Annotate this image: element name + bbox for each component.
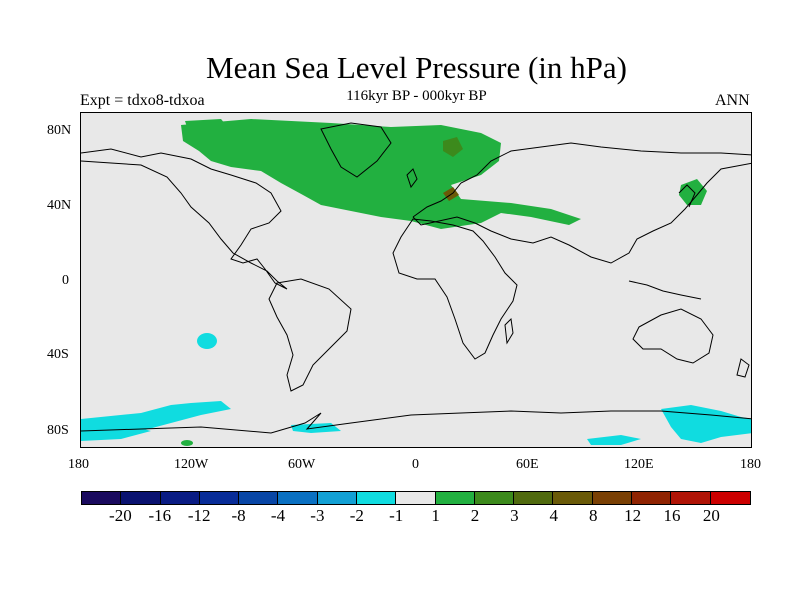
colorbar-label: -1 bbox=[389, 506, 404, 525]
colorbar-label: -2 bbox=[349, 506, 364, 525]
colorbar-swatch bbox=[474, 492, 515, 504]
colorbar-swatch bbox=[317, 492, 357, 504]
negative-anomaly-south-pacific-blob bbox=[197, 333, 217, 349]
negative-anomaly-antarctic-indian bbox=[587, 435, 641, 445]
colorbar-swatch bbox=[671, 492, 711, 504]
colorbar-label: -16 bbox=[148, 506, 172, 525]
chart-subtitle: 116kyr BP - 000kyr BP bbox=[346, 88, 487, 104]
colorbar-label: 8 bbox=[588, 506, 598, 525]
lat-label-40n: 40N bbox=[47, 198, 72, 213]
lon-label-120e: 120E bbox=[624, 457, 654, 472]
colorbar-swatch bbox=[435, 492, 475, 504]
colorbar bbox=[81, 491, 751, 505]
colorbar-swatch bbox=[553, 492, 593, 504]
colorbar-label: 4 bbox=[549, 506, 559, 525]
positive-anomaly-dark-scandinavia bbox=[443, 137, 463, 157]
lon-label-180e: 180 bbox=[740, 457, 761, 472]
colorbar-swatch bbox=[160, 492, 200, 504]
colorbar-label: 1 bbox=[431, 506, 440, 525]
lat-label-0: 0 bbox=[62, 273, 69, 288]
lon-label-120w: 120W bbox=[174, 457, 209, 472]
colorbar-swatch bbox=[631, 492, 672, 504]
lon-label-60w: 60W bbox=[288, 457, 316, 472]
lat-label-80s: 80S bbox=[47, 423, 69, 438]
colorbar-label: -20 bbox=[109, 506, 132, 525]
colorbar-label: -3 bbox=[310, 506, 325, 525]
positive-anomaly-north-atlantic bbox=[181, 119, 581, 229]
colorbar-swatch bbox=[278, 492, 318, 504]
lon-label-0: 0 bbox=[412, 457, 419, 472]
world-map bbox=[81, 119, 751, 446]
positive-anomaly-greenland-west bbox=[185, 119, 231, 143]
experiment-label: Expt = tdxo8-tdxoa bbox=[80, 92, 205, 109]
colorbar-label: -8 bbox=[231, 506, 246, 525]
negative-anomaly-antarctic-west bbox=[81, 423, 151, 441]
colorbar-swatch bbox=[514, 492, 554, 504]
colorbar-label: 3 bbox=[510, 506, 519, 525]
colorbar-label: 2 bbox=[470, 506, 480, 525]
colorbar-swatch bbox=[396, 492, 436, 504]
lat-label-40s: 40S bbox=[47, 347, 69, 362]
lat-label-80n: 80N bbox=[47, 123, 72, 138]
colorbar-swatch bbox=[121, 492, 161, 504]
colorbar-label: 20 bbox=[702, 506, 720, 525]
colorbar-swatch bbox=[199, 492, 240, 504]
negative-anomaly-antarctic-east bbox=[661, 405, 751, 443]
colorbar-swatch bbox=[82, 492, 122, 504]
colorbar-swatch bbox=[356, 492, 397, 504]
colorbar-label: -12 bbox=[187, 506, 211, 525]
season-label: ANN bbox=[715, 92, 750, 109]
lon-label-60e: 60E bbox=[516, 457, 539, 472]
map-panel bbox=[80, 112, 752, 448]
positive-anomaly-south-pacific bbox=[181, 440, 193, 446]
colorbar-swatch bbox=[592, 492, 632, 504]
colorbar-label: 16 bbox=[663, 506, 681, 525]
chart-title: Mean Sea Level Pressure (in hPa) bbox=[206, 50, 627, 85]
lon-label-180w: 180 bbox=[68, 457, 89, 472]
coastlines bbox=[81, 122, 751, 434]
colorbar-label: -4 bbox=[270, 506, 286, 525]
positive-anomaly-japan bbox=[679, 179, 707, 205]
colorbar-swatch bbox=[239, 492, 279, 504]
colorbar-swatch bbox=[710, 492, 750, 504]
colorbar-label: 12 bbox=[624, 506, 642, 525]
